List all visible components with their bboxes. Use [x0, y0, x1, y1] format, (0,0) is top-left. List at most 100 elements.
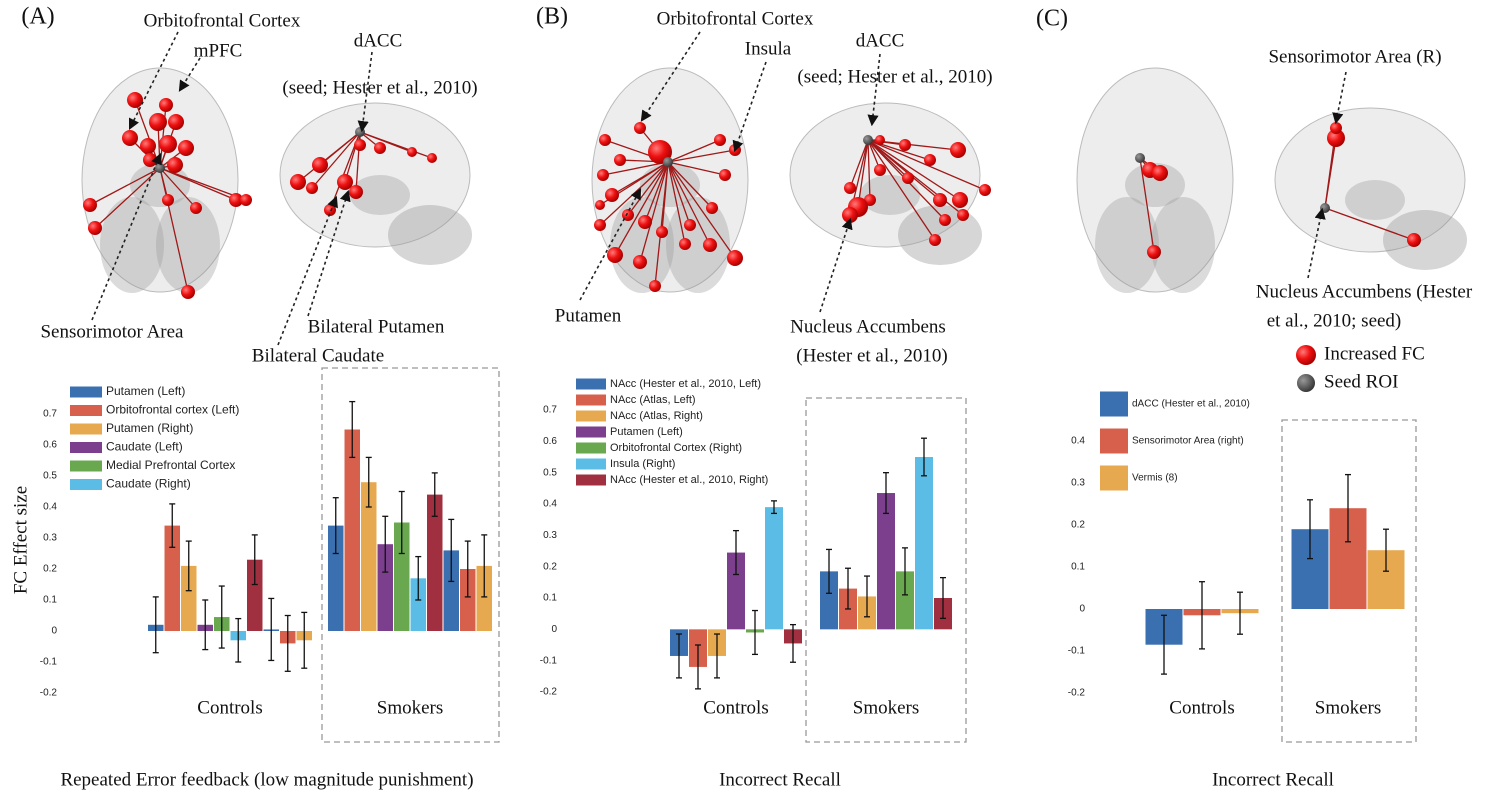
bar — [460, 569, 476, 631]
node — [929, 234, 941, 246]
error-bar — [790, 623, 796, 663]
node — [1152, 165, 1168, 181]
error-bar — [365, 456, 372, 508]
y-axis-label: FC Effect size — [10, 486, 31, 594]
seed-node — [155, 163, 165, 173]
node — [684, 219, 696, 231]
legend-swatch — [70, 479, 102, 490]
node — [950, 142, 966, 158]
legend-label: NAcc (Hester et al., 2010, Left) — [610, 378, 761, 390]
legend-swatch — [70, 442, 102, 453]
legend-swatch — [70, 460, 102, 472]
error-bar — [284, 614, 291, 672]
panel-label: (A) — [21, 4, 54, 30]
connection — [94, 167, 161, 229]
error-bar — [695, 644, 701, 690]
bar — [164, 525, 180, 631]
bar — [361, 482, 377, 631]
annotation: Putamen — [555, 305, 622, 326]
node — [952, 192, 968, 208]
node — [649, 280, 661, 292]
y-tick-label: -0.2 — [1068, 688, 1086, 699]
error-bar — [845, 567, 851, 610]
annotation: Bilateral Caudate — [252, 345, 384, 366]
y-tick-label: 0.4 — [1071, 436, 1085, 447]
error-bar — [1345, 473, 1351, 543]
node — [679, 238, 691, 250]
connection — [654, 161, 669, 287]
connection — [857, 139, 869, 208]
legend-swatch — [1100, 391, 1128, 417]
annotation: (seed; Hester et al., 2010) — [797, 66, 992, 87]
y-tick-label: 0.3 — [1071, 478, 1085, 489]
brain-outline — [591, 67, 749, 293]
connection — [667, 139, 721, 163]
annotation: Orbitofrontal Cortex — [657, 8, 814, 29]
error-bar — [251, 534, 258, 586]
annotation: mPFC — [194, 40, 243, 61]
brain-structure — [350, 175, 410, 215]
connection — [1139, 157, 1155, 253]
y-tick-label: 0.2 — [43, 564, 57, 575]
error-bar — [349, 400, 356, 459]
node — [714, 134, 726, 146]
panel-label: (B) — [536, 4, 568, 30]
brain-outline — [789, 102, 981, 248]
legend-label: Sensorimotor Area (right) — [1132, 436, 1244, 447]
error-bar — [1199, 581, 1205, 650]
error-bar — [826, 548, 832, 594]
node — [1407, 233, 1421, 247]
legend-swatch — [70, 386, 102, 398]
y-tick-label: 0.5 — [43, 471, 57, 482]
legend-label: Vermis (8) — [1132, 473, 1178, 484]
connection — [667, 161, 686, 245]
y-tick-label: 0 — [1079, 604, 1085, 615]
x-tick-label: Smokers — [853, 697, 920, 718]
bar — [344, 429, 360, 631]
legend-swatch — [1296, 345, 1316, 365]
panel-b-labels: (B) Orbitofrontal Cortex Insula dACC (se… — [536, 4, 993, 367]
connection — [667, 161, 736, 259]
node — [181, 285, 195, 299]
connection — [639, 161, 669, 263]
annotation: Nucleus Accumbens — [790, 316, 946, 337]
bar-chart: -0.2 -0.1 0 0.1 0.2 0.3 0.4 0.5 0.6 0.7 FC Effect … — [10, 367, 500, 790]
node — [127, 92, 143, 108]
error-bar — [714, 633, 720, 679]
y-tick-label: 0.6 — [543, 436, 557, 447]
x-tick-label: Controls — [197, 697, 262, 718]
y-tick-label: 0 — [551, 624, 557, 635]
bar-chart: -0.2 -0.1 0 0.1 0.2 0.3 0.4 0.5 0.6 0.7 Controls Sm… — [540, 378, 967, 790]
x-tick-label: Smokers — [1315, 697, 1382, 718]
y-tick-label: -0.1 — [1068, 646, 1086, 657]
connection — [867, 139, 964, 216]
node — [656, 226, 668, 238]
connection — [297, 131, 361, 183]
connection — [627, 161, 669, 216]
annotation: Nucleus Accumbens (Hester — [1256, 281, 1473, 302]
annotation: Bilateral Putamen — [308, 316, 445, 337]
connection — [667, 161, 711, 246]
error-bar — [1237, 591, 1243, 635]
legend-swatch — [576, 394, 606, 406]
node — [729, 144, 741, 156]
node — [924, 154, 936, 166]
highlight-box — [1281, 419, 1417, 743]
error-bar — [448, 518, 455, 583]
error-bar — [1307, 499, 1313, 560]
legend-swatch — [70, 423, 102, 435]
x-tick-label: Smokers — [377, 697, 444, 718]
y-tick-label: 0.2 — [1071, 520, 1085, 531]
bar-charts: -0.2 -0.1 0 0.1 0.2 0.3 0.4 0.5 0.6 0.7 FC Effect … — [10, 367, 1417, 790]
annotation: Insula — [745, 38, 792, 59]
node — [844, 182, 856, 194]
y-tick-label: 0.1 — [1071, 562, 1085, 573]
bar-chart: -0.2 -0.1 0 0.1 0.2 0.3 0.4 Controls Smokers dACC… — [1068, 391, 1417, 790]
x-tick-label: Controls — [703, 697, 768, 718]
panel-c-labels: (C) Sensorimotor Area (R) Nucleus Accumb… — [1036, 6, 1473, 393]
y-tick-label: 0.7 — [543, 405, 557, 416]
panel-label: (C) — [1036, 6, 1068, 32]
node — [703, 238, 717, 252]
seed-node — [663, 157, 673, 167]
bar — [247, 559, 263, 631]
